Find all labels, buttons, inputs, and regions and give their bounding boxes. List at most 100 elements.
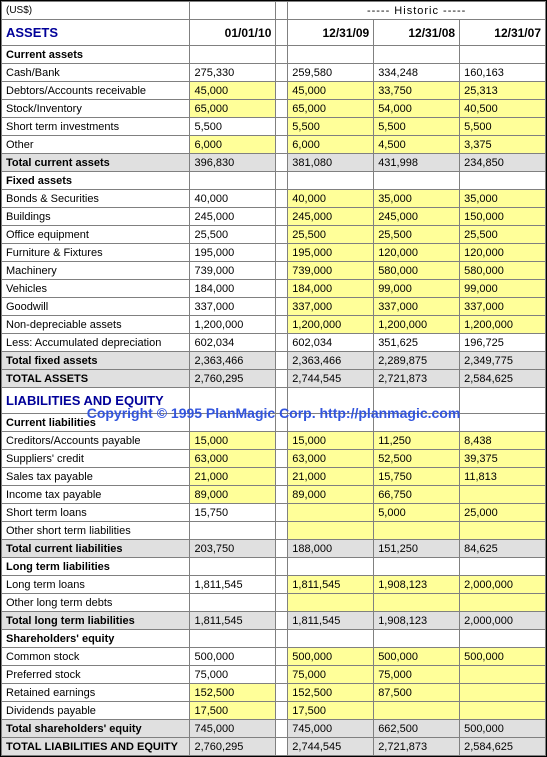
cell: 11,813 bbox=[460, 468, 546, 486]
row-label: Dividends payable bbox=[2, 702, 190, 720]
cell: 337,000 bbox=[288, 298, 374, 316]
cell: 5,500 bbox=[374, 118, 460, 136]
row-label: Sales tax payable bbox=[2, 468, 190, 486]
cell: 739,000 bbox=[190, 262, 276, 280]
cell: 195,000 bbox=[288, 244, 374, 262]
cell: 234,850 bbox=[460, 154, 546, 172]
historic-label: ----- Historic ----- bbox=[288, 2, 546, 20]
table-row: Retained earnings152,500152,50087,500 bbox=[2, 684, 546, 702]
cell: 1,811,545 bbox=[190, 576, 276, 594]
table-row: Dividends payable17,50017,500 bbox=[2, 702, 546, 720]
row-label: Creditors/Accounts payable bbox=[2, 432, 190, 450]
cell: 52,500 bbox=[374, 450, 460, 468]
cell: 99,000 bbox=[460, 280, 546, 298]
cell: 381,080 bbox=[288, 154, 374, 172]
total-label: Total current assets bbox=[2, 154, 190, 172]
row-label: Goodwill bbox=[2, 298, 190, 316]
cell bbox=[190, 594, 276, 612]
cell: 89,000 bbox=[288, 486, 374, 504]
cell: 337,000 bbox=[190, 298, 276, 316]
cell: 500,000 bbox=[460, 648, 546, 666]
assets-title: ASSETS bbox=[2, 20, 190, 46]
row-label: Non-depreciable assets bbox=[2, 316, 190, 334]
table-row: Other6,0006,0004,5003,375 bbox=[2, 136, 546, 154]
cell: 45,000 bbox=[288, 82, 374, 100]
cell: 602,034 bbox=[288, 334, 374, 352]
liabilities-title: LIABILITIES AND EQUITY bbox=[2, 388, 190, 414]
cell: 21,000 bbox=[288, 468, 374, 486]
cell: 17,500 bbox=[288, 702, 374, 720]
cell: 15,750 bbox=[190, 504, 276, 522]
table-row: Furniture & Fixtures195,000195,000120,00… bbox=[2, 244, 546, 262]
cell: 245,000 bbox=[288, 208, 374, 226]
row-label: Bonds & Securities bbox=[2, 190, 190, 208]
row-label: Suppliers' credit bbox=[2, 450, 190, 468]
cell bbox=[460, 522, 546, 540]
cell: 1,908,123 bbox=[374, 576, 460, 594]
cell: 75,000 bbox=[288, 666, 374, 684]
cell: 351,625 bbox=[374, 334, 460, 352]
table-row: Non-depreciable assets 1,200,000 1,200,000… bbox=[2, 316, 546, 334]
cell: 1,200,000 bbox=[288, 316, 374, 334]
cell: 35,000 bbox=[460, 190, 546, 208]
cell: 25,500 bbox=[374, 226, 460, 244]
cell: 45,000 bbox=[190, 82, 276, 100]
cell: 275,330 bbox=[190, 64, 276, 82]
col-h2-date: 12/31/08 bbox=[374, 20, 460, 46]
table-row: Sales tax payable21,00021,00015,75011,81… bbox=[2, 468, 546, 486]
cell: 89,000 bbox=[190, 486, 276, 504]
current-liab-header: Current liabilities bbox=[2, 414, 190, 432]
cell: 2,744,545 bbox=[288, 738, 374, 756]
row-label: Other bbox=[2, 136, 190, 154]
total-label: TOTAL ASSETS bbox=[2, 370, 190, 388]
cell: 84,625 bbox=[460, 540, 546, 558]
cell: 11,250 bbox=[374, 432, 460, 450]
cell: 120,000 bbox=[460, 244, 546, 262]
cell: 184,000 bbox=[288, 280, 374, 298]
cell: 65,000 bbox=[288, 100, 374, 118]
table-row: Creditors/Accounts payable15,00015,00011… bbox=[2, 432, 546, 450]
cell bbox=[460, 666, 546, 684]
cell: 431,998 bbox=[374, 154, 460, 172]
row-label: Income tax payable bbox=[2, 486, 190, 504]
cell: 17,500 bbox=[190, 702, 276, 720]
cell: 188,000 bbox=[288, 540, 374, 558]
cell: 1,811,545 bbox=[288, 576, 374, 594]
col-h3-date: 12/31/07 bbox=[460, 20, 546, 46]
row-label: Vehicles bbox=[2, 280, 190, 298]
cell: 500,000 bbox=[190, 648, 276, 666]
row-label: Short term investments bbox=[2, 118, 190, 136]
cell: 337,000 bbox=[460, 298, 546, 316]
cell: 1,200,000 bbox=[460, 316, 546, 334]
col-h1-date: 12/31/09 bbox=[288, 20, 374, 46]
cell bbox=[288, 504, 374, 522]
table-row: Stock/Inventory65,00065,00054,00040,500 bbox=[2, 100, 546, 118]
cell: 33,750 bbox=[374, 82, 460, 100]
cell: 65,000 bbox=[190, 100, 276, 118]
cell: 25,500 bbox=[190, 226, 276, 244]
cell: 15,000 bbox=[190, 432, 276, 450]
table-row: Machinery739,000739,000580,000580,000 bbox=[2, 262, 546, 280]
cell: 151,250 bbox=[374, 540, 460, 558]
cell: 580,000 bbox=[460, 262, 546, 280]
cell: 500,000 bbox=[374, 648, 460, 666]
table-row: Long term loans1,811,5451,811,5451,908,1… bbox=[2, 576, 546, 594]
cell: 75,000 bbox=[190, 666, 276, 684]
cell: 99,000 bbox=[374, 280, 460, 298]
cell: 2,349,775 bbox=[460, 352, 546, 370]
row-label: Stock/Inventory bbox=[2, 100, 190, 118]
cell: 500,000 bbox=[288, 648, 374, 666]
table-row: Cash/Bank275,330259,580334,248160,163 bbox=[2, 64, 546, 82]
table-row: Buildings245,000245,000245,000150,000 bbox=[2, 208, 546, 226]
table-row: Preferred stock75,00075,00075,000 bbox=[2, 666, 546, 684]
table-row: Short term investments5,5005,5005,5005,5… bbox=[2, 118, 546, 136]
row-label: Common stock bbox=[2, 648, 190, 666]
table-row: Bonds & Securities40,00040,00035,00035,0… bbox=[2, 190, 546, 208]
current-assets-header: Current assets bbox=[2, 46, 190, 64]
financial-table: (US$)----- Historic -----ASSETS01/01/101… bbox=[1, 1, 546, 756]
total-row: Total long term liabilities1,811,5451,81… bbox=[2, 612, 546, 630]
cell: 8,438 bbox=[460, 432, 546, 450]
cell: 150,000 bbox=[460, 208, 546, 226]
cell: 396,830 bbox=[190, 154, 276, 172]
cell: 245,000 bbox=[190, 208, 276, 226]
